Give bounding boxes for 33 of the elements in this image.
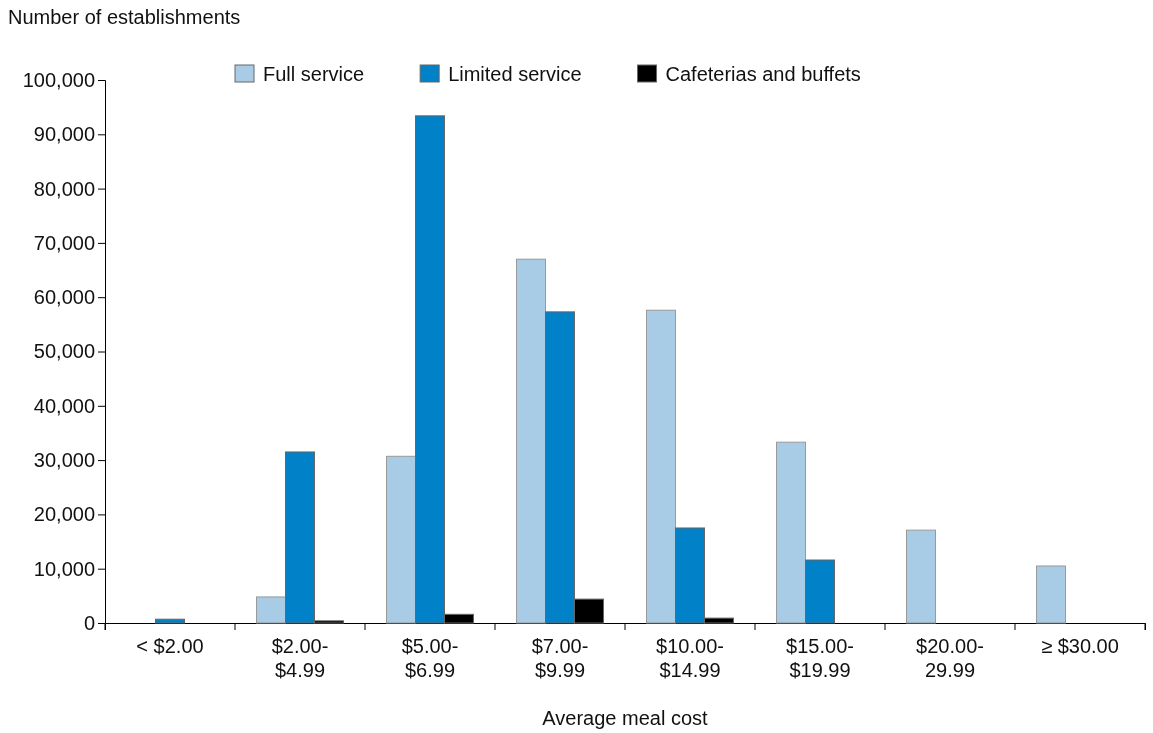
bar — [776, 441, 806, 624]
bar — [1036, 565, 1066, 624]
x-tick-label: $7.00- $9.99 — [531, 635, 589, 681]
bar — [256, 596, 286, 624]
y-tick-label: 0 — [83, 611, 95, 634]
y-tick-label: 10,000 — [33, 557, 95, 580]
x-tick-label: ≥ $30.00 — [1041, 635, 1119, 657]
bar — [805, 559, 835, 624]
y-tick-label: 40,000 — [33, 394, 95, 417]
y-tick-label: 60,000 — [33, 286, 95, 309]
y-tick-label: 80,000 — [33, 177, 95, 200]
x-tick-label: < $2.00 — [136, 635, 204, 657]
legend-label: Limited service — [448, 63, 582, 85]
legend-label: Cafeterias and buffets — [665, 63, 861, 85]
y-tick-label: 100,000 — [22, 68, 95, 91]
y-tick-label: 50,000 — [33, 340, 95, 363]
bar — [646, 309, 676, 624]
bar — [386, 455, 416, 624]
bar — [155, 618, 185, 624]
y-tick-label: 20,000 — [33, 503, 95, 526]
y-tick-label: 30,000 — [33, 449, 95, 471]
y-tick-label: 90,000 — [33, 123, 95, 146]
x-tick-label: $5.00- $6.99 — [401, 635, 459, 681]
y-tick-label: 70,000 — [33, 231, 95, 254]
x-tick-label: $10.00- $14.99 — [656, 635, 724, 681]
x-tick-label: $2.00- $4.99 — [271, 635, 329, 681]
x-tick-label: $15.00- $19.99 — [786, 635, 854, 681]
bar — [906, 529, 936, 624]
y-axis-title: Number of establishments — [8, 6, 241, 28]
x-tick-label: $20.00- 29.99 — [916, 635, 984, 681]
bar — [516, 258, 546, 624]
legend-label: Full service — [263, 63, 365, 85]
x-axis-title: Average meal cost — [542, 707, 709, 729]
